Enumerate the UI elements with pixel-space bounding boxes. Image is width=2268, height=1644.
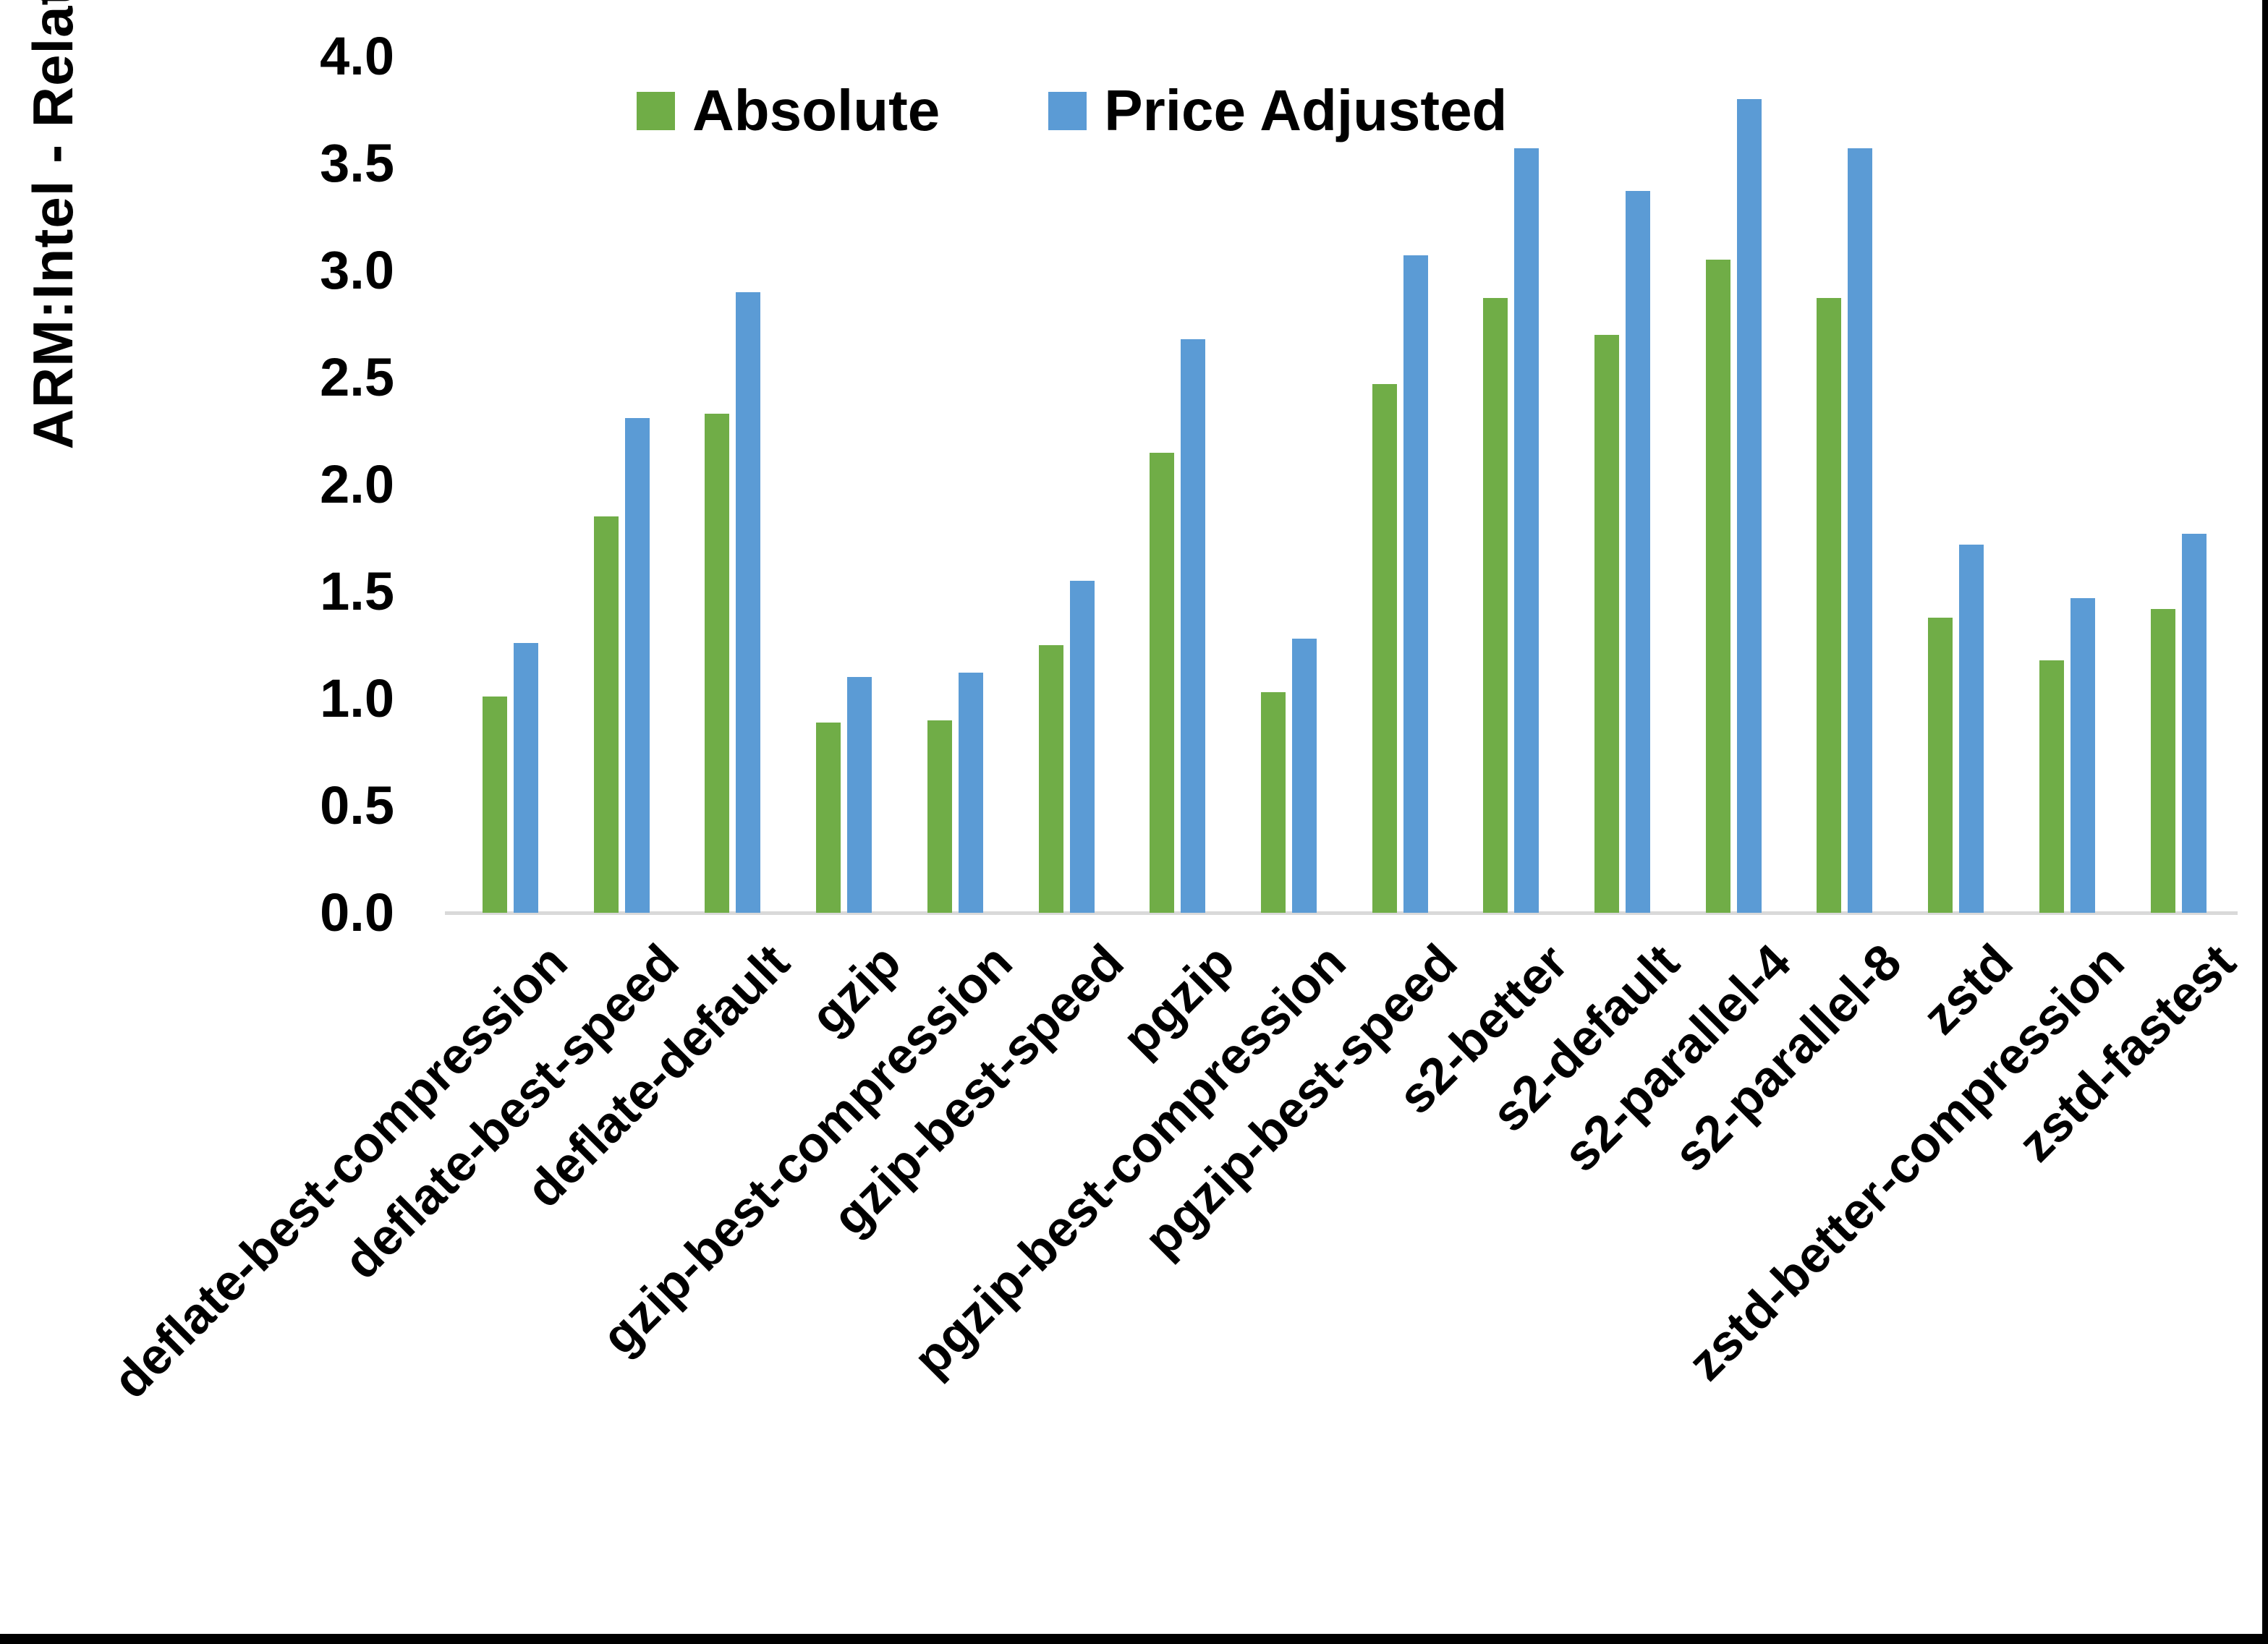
y-tick-label: 0.0: [320, 882, 394, 942]
bar-absolute-zstd-fastest: [2151, 609, 2175, 913]
bar-absolute-pgzip-best-speed: [1372, 384, 1397, 913]
bar-price-adjusted-s2-parallel-8: [1848, 148, 1872, 913]
bar-price-adjusted-pgzip-best-speed: [1403, 255, 1428, 913]
chart-legend: Absolute Price Adjusted: [637, 78, 1507, 142]
legend-label-absolute: Absolute: [692, 78, 940, 142]
screenshot-bottom-border: [0, 1634, 2268, 1644]
bar-absolute-pgzip: [1150, 453, 1174, 913]
bar-absolute-s2-parallel-4: [1706, 260, 1730, 913]
bar-price-adjusted-pgzip-best-compression: [1292, 639, 1317, 913]
bar-price-adjusted-zstd-fastest: [2182, 534, 2207, 913]
bar-absolute-deflate-default: [705, 414, 729, 913]
bar-absolute-s2-better: [1483, 298, 1508, 913]
bar-price-adjusted-deflate-default: [736, 292, 760, 913]
y-tick-label: 1.0: [320, 668, 394, 728]
y-tick-label: 3.0: [320, 240, 394, 300]
x-axis-line: [445, 911, 2238, 915]
y-tick-label: 1.5: [320, 561, 394, 621]
bar-price-adjusted-deflate-best-compression: [514, 643, 538, 913]
bar-absolute-s2-parallel-8: [1817, 298, 1841, 913]
bar-absolute-gzip: [816, 723, 841, 913]
y-tick-label: 0.5: [320, 775, 394, 835]
bar-absolute-deflate-best-compression: [483, 697, 507, 913]
bar-price-adjusted-s2-default: [1626, 191, 1650, 913]
bar-price-adjusted-zstd: [1959, 545, 1984, 913]
bar-absolute-zstd: [1928, 618, 1953, 913]
bar-price-adjusted-s2-parallel-4: [1737, 99, 1762, 913]
bar-price-adjusted-gzip-best-compression: [959, 673, 983, 913]
bar-price-adjusted-gzip-best-speed: [1070, 581, 1095, 913]
bar-absolute-gzip-best-speed: [1039, 645, 1063, 913]
bar-absolute-zstd-better-compression: [2039, 660, 2064, 913]
y-tick-label: 4.0: [320, 26, 394, 86]
bar-absolute-pgzip-best-compression: [1261, 692, 1286, 913]
bar-absolute-deflate-best-speed: [594, 516, 619, 913]
y-axis-title: ARM:Intel - Relative Performance: [20, 0, 107, 463]
legend-label-price-adjusted: Price Adjusted: [1104, 78, 1508, 142]
legend-swatch-price-adjusted: [1048, 91, 1087, 130]
screenshot-right-border: [2262, 0, 2268, 1644]
y-tick-label: 2.5: [320, 347, 394, 407]
legend-swatch-absolute: [637, 91, 675, 130]
bar-price-adjusted-gzip: [847, 677, 872, 913]
bar-price-adjusted-pgzip: [1181, 339, 1205, 913]
bar-price-adjusted-deflate-best-speed: [625, 418, 650, 913]
bar-price-adjusted-zstd-better-compression: [2070, 598, 2095, 913]
y-tick-label: 3.5: [320, 133, 394, 193]
bar-absolute-gzip-best-compression: [927, 720, 952, 913]
bar-absolute-s2-default: [1594, 335, 1619, 913]
bar-price-adjusted-s2-better: [1514, 148, 1539, 913]
y-tick-label: 2.0: [320, 454, 394, 514]
